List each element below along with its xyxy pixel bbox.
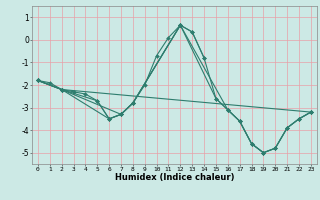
X-axis label: Humidex (Indice chaleur): Humidex (Indice chaleur) [115, 173, 234, 182]
